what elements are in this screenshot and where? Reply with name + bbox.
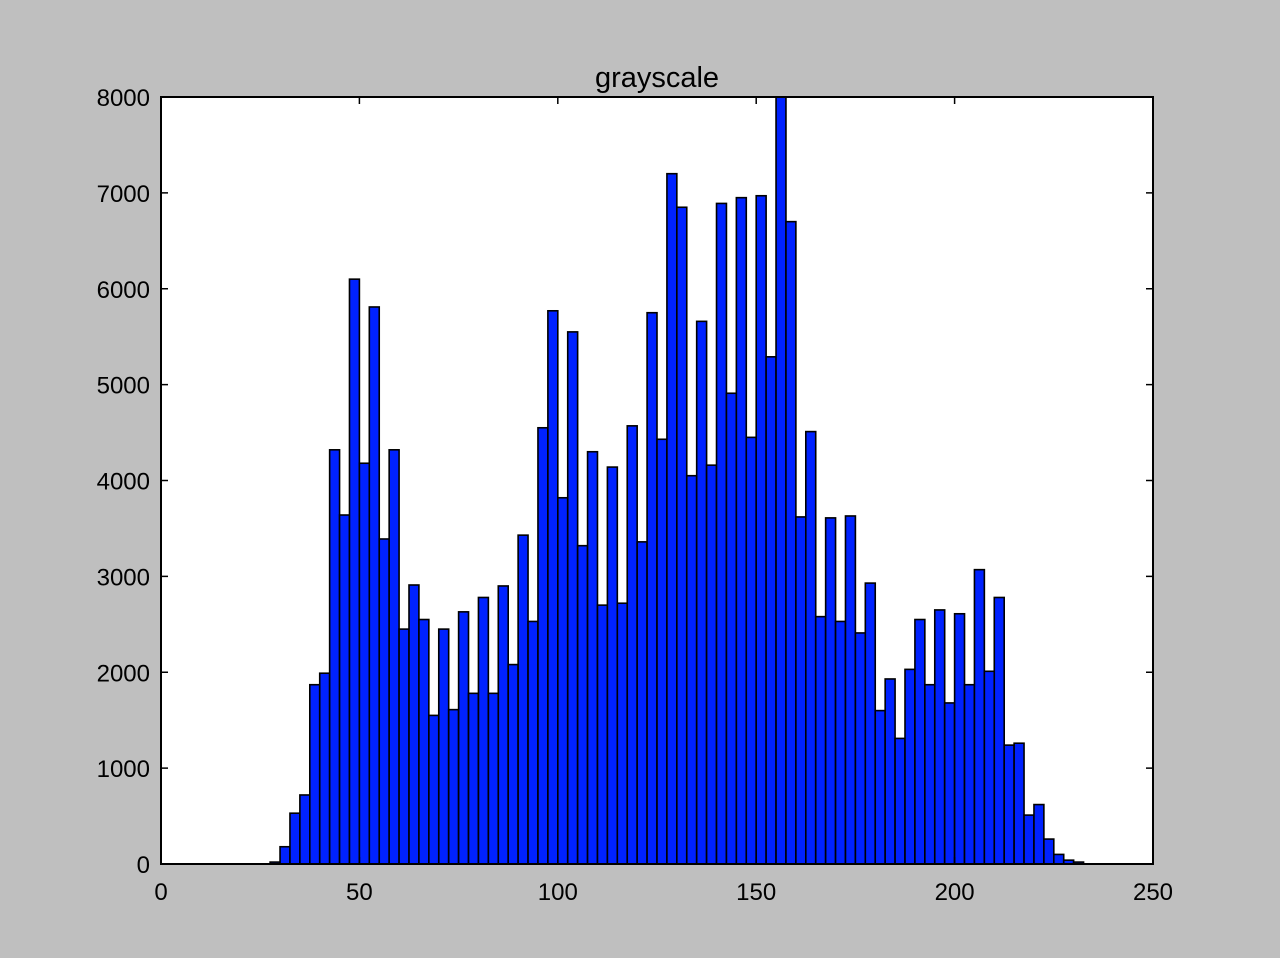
histogram-bar	[765, 356, 777, 865]
histogram-bar	[864, 582, 877, 865]
histogram-bar	[447, 708, 460, 865]
histogram-bar	[854, 632, 867, 865]
histogram-bar	[685, 474, 698, 865]
histogram-bar	[715, 202, 728, 865]
histogram-bar	[556, 496, 569, 865]
tick-labels-group: 0 50 100 150 200 250 0 1000 2000 3000 4000 5000 6000…	[97, 85, 1173, 906]
x-tick-label: 150	[736, 879, 776, 906]
histogram-bar	[963, 683, 976, 865]
histogram-bar	[358, 462, 371, 865]
histogram-bar	[497, 585, 509, 865]
histogram-bar	[755, 194, 767, 865]
histogram-bar	[547, 309, 559, 865]
histogram-bar	[884, 678, 896, 865]
histogram-bar	[914, 618, 926, 865]
x-tick-label: 0	[154, 879, 167, 906]
histogram-bar	[656, 438, 668, 865]
histogram-bar	[993, 596, 1006, 865]
y-tick-label: 7000	[97, 181, 150, 208]
plot-frame	[160, 96, 1154, 865]
histogram-bar	[328, 449, 341, 865]
histogram-bar	[398, 628, 410, 865]
histogram-bar	[695, 320, 708, 865]
histogram-bar	[318, 672, 331, 865]
histogram-bar	[953, 612, 966, 865]
histogram-bar	[308, 683, 321, 865]
histogram-bar	[973, 568, 986, 865]
histogram-bar	[368, 306, 381, 865]
histogram-bar	[666, 172, 678, 865]
histogram-bar	[725, 392, 738, 865]
histogram-bar	[388, 449, 400, 865]
histogram-bar	[874, 709, 886, 865]
x-tick-label: 200	[935, 879, 975, 906]
histogram-bar	[894, 737, 906, 865]
x-tick-label: 100	[538, 879, 578, 906]
histogram-bar	[477, 596, 490, 865]
histogram-bar	[1053, 853, 1065, 865]
histogram-bar	[824, 517, 837, 865]
histogram-bar	[408, 584, 420, 865]
histogram-bar	[338, 514, 351, 865]
histogram-bar	[616, 602, 629, 865]
histogram-bar	[289, 812, 301, 865]
histogram-bar	[804, 430, 817, 865]
x-tick-label: 50	[346, 879, 373, 906]
histogram-bar	[676, 206, 688, 865]
histogram-bar	[1033, 803, 1045, 865]
histogram-bar	[586, 450, 599, 865]
histogram-bar	[1013, 742, 1025, 865]
histogram-bar	[517, 534, 529, 865]
histogram-bar	[437, 628, 450, 865]
histogram-bar	[735, 196, 748, 865]
y-tick-label: 3000	[97, 564, 150, 591]
histogram-bar	[418, 618, 430, 865]
histogram-bar	[1043, 838, 1055, 865]
histogram-bar	[785, 220, 797, 865]
y-tick-label: 4000	[97, 469, 150, 496]
histogram-bar	[646, 311, 658, 865]
histogram-bar	[834, 620, 847, 865]
histogram-bar	[904, 668, 916, 865]
chart-title: grayscale	[595, 62, 719, 94]
histogram-bar	[745, 436, 758, 865]
histogram-bar	[636, 541, 648, 865]
histogram-bar	[378, 538, 390, 865]
y-tick-label: 1000	[97, 756, 150, 783]
histogram-bar	[1023, 814, 1035, 865]
histogram-bar	[467, 692, 480, 865]
histogram-bar	[487, 692, 500, 865]
histogram-bar	[933, 609, 946, 865]
y-tick-label: 8000	[97, 85, 150, 112]
y-tick-label: 2000	[97, 660, 150, 687]
histogram-bar	[348, 278, 361, 865]
y-tick-label: 5000	[97, 373, 150, 400]
histogram-bar	[814, 615, 827, 865]
histogram-bar	[457, 611, 470, 865]
histogram-bar	[943, 702, 956, 865]
histogram-bar	[507, 663, 519, 865]
histogram-bar	[775, 96, 787, 865]
histogram-bar	[596, 604, 609, 865]
histogram-bar	[983, 670, 996, 865]
histogram-bar	[844, 515, 857, 865]
histogram-bar	[626, 425, 638, 865]
y-tick-label: 0	[137, 852, 150, 879]
histogram-bar	[576, 544, 589, 865]
histogram-bar	[606, 466, 619, 865]
histogram-bar	[924, 683, 936, 865]
x-tick-label: 250	[1133, 879, 1173, 906]
histogram-bar	[279, 845, 291, 865]
histogram-bar	[1003, 744, 1015, 865]
histogram-bar	[537, 426, 549, 865]
histogram-bar	[795, 516, 807, 865]
histogram-bar	[527, 620, 539, 865]
histogram-bar	[566, 331, 579, 865]
y-tick-label: 6000	[97, 277, 150, 304]
histogram-bar	[705, 464, 718, 865]
histogram-bar	[428, 714, 440, 865]
histogram-bar	[299, 794, 311, 865]
